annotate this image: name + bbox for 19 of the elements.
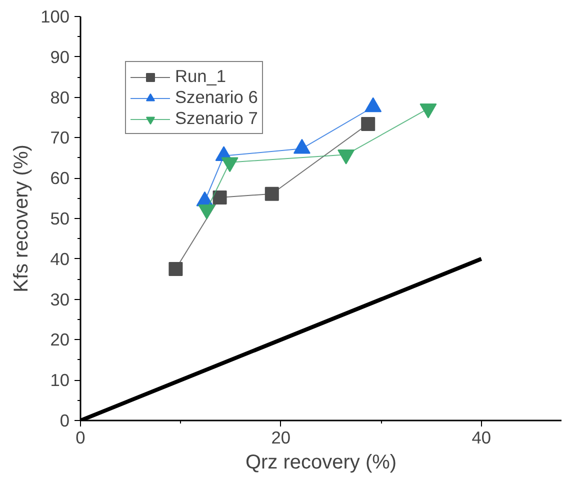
y-tick-label: 100 bbox=[40, 6, 70, 26]
y-tick-label: 40 bbox=[50, 248, 70, 269]
y-tick-label: 50 bbox=[50, 208, 70, 228]
y-tick-label: 60 bbox=[50, 168, 70, 188]
legend-label: Run_1 bbox=[175, 66, 226, 87]
y-tick-label: 20 bbox=[50, 330, 70, 350]
x-tick-label: 40 bbox=[472, 428, 491, 448]
x-tick-label: 20 bbox=[271, 428, 291, 448]
legend-label: Szenario 6 bbox=[175, 87, 258, 108]
y-axis-title: Kfs recovery (%) bbox=[10, 144, 33, 292]
y-tick-label: 0 bbox=[60, 410, 70, 430]
y-tick-label: 90 bbox=[50, 46, 70, 67]
y-tick-label: 70 bbox=[50, 128, 70, 148]
y-tick-label: 10 bbox=[50, 370, 70, 390]
y-tick-label: 30 bbox=[50, 289, 70, 310]
legend-label: Szenario 7 bbox=[175, 108, 258, 129]
x-axis-title: Qrz recovery (%) bbox=[245, 452, 397, 474]
x-tick-label: 0 bbox=[76, 428, 86, 448]
y-tick-label: 80 bbox=[50, 87, 70, 108]
